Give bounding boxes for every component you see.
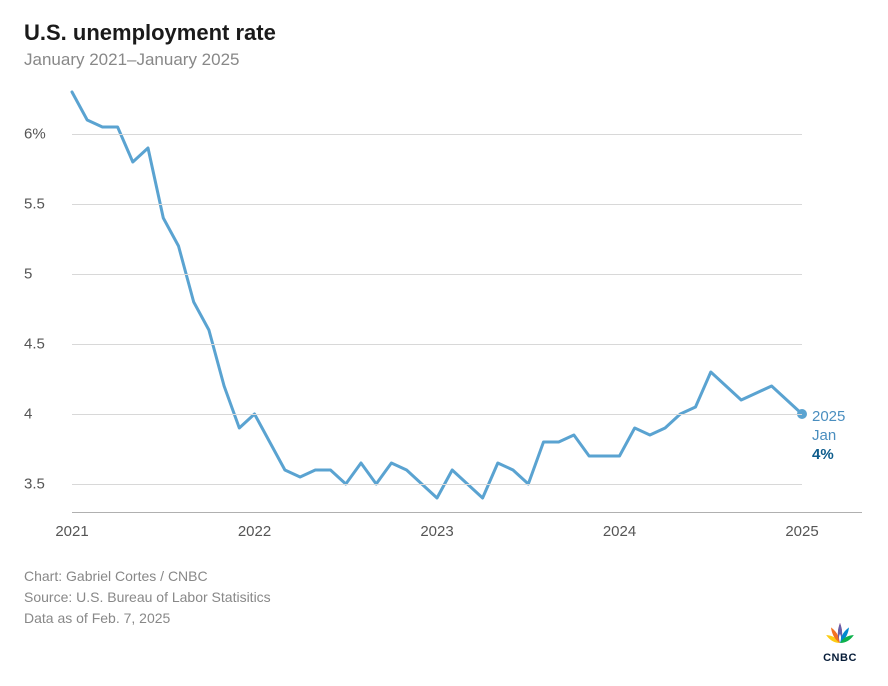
chart-subtitle: January 2021–January 2025 (24, 50, 864, 70)
gridline (72, 274, 802, 275)
plot-region (72, 92, 802, 512)
endpoint-annotation: 2025 Jan 4% (812, 408, 845, 464)
logo-text: CNBC (820, 652, 860, 664)
x-tick-label: 2024 (603, 523, 636, 540)
gridline (72, 484, 802, 485)
chart-title: U.S. unemployment rate (24, 20, 864, 46)
annotation-year: 2025 (812, 408, 845, 427)
source-line: Source: U.S. Bureau of Labor Statisitics (24, 587, 864, 608)
cnbc-logo: CNBC (820, 617, 860, 664)
annotation-month: Jan (812, 427, 845, 446)
x-tick-label: 2022 (238, 523, 271, 540)
data-line (72, 92, 802, 498)
peacock-icon (820, 617, 860, 645)
x-axis-baseline (72, 512, 862, 513)
line-chart-svg (72, 92, 802, 512)
gridline (72, 134, 802, 135)
chart-area: 2025 Jan 4% 3.5 4 4.5 5 5.5 6% 2021 2022 2023 202… (24, 82, 864, 552)
credit-line: Chart: Gabriel Cortes / CNBC (24, 566, 864, 587)
y-tick-label: 4.5 (24, 336, 68, 353)
x-tick-label: 2021 (55, 523, 88, 540)
y-tick-label: 5.5 (24, 196, 68, 213)
gridline (72, 344, 802, 345)
annotation-value: 4% (812, 446, 845, 465)
x-tick-label: 2023 (420, 523, 453, 540)
x-tick-label: 2025 (785, 523, 818, 540)
gridline (72, 204, 802, 205)
y-tick-label: 6% (24, 126, 68, 143)
chart-footer: Chart: Gabriel Cortes / CNBC Source: U.S… (24, 566, 864, 629)
gridline (72, 414, 802, 415)
y-tick-label: 5 (24, 266, 68, 283)
y-tick-label: 3.5 (24, 476, 68, 493)
asof-line: Data as of Feb. 7, 2025 (24, 608, 864, 629)
y-tick-label: 4 (24, 406, 68, 423)
